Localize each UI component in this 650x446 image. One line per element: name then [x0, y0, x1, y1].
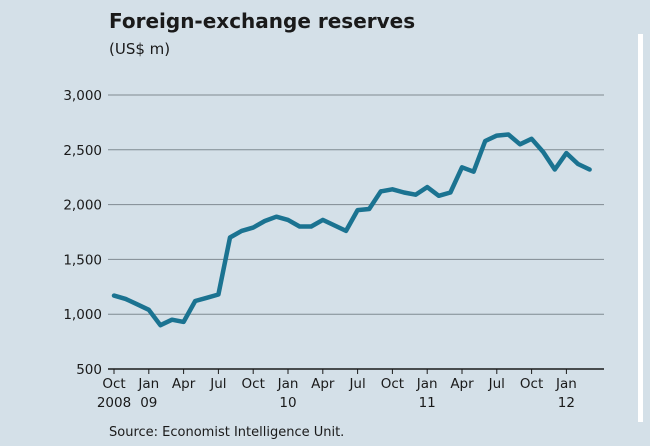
scrollbar-track: [638, 34, 643, 422]
y-tick-label: 3,000: [63, 88, 102, 104]
x-tick-label: Apr: [450, 376, 474, 392]
x-tick-label: Jan: [555, 376, 577, 392]
y-tick-label: 1,500: [63, 252, 102, 268]
chart-source: Source: Economist Intelligence Unit.: [109, 425, 345, 440]
x-tick-year-label: 09: [140, 395, 157, 411]
chart-title: Foreign-exchange reserves: [109, 9, 416, 33]
x-tick-year-label: 12: [558, 395, 575, 411]
x-tick-label: Jan: [416, 376, 438, 392]
chart-subtitle: (US$ m): [109, 40, 171, 58]
y-tick-label: 2,000: [63, 198, 102, 214]
y-tick-label: 500: [76, 362, 102, 378]
x-tick-label: Jul: [488, 376, 505, 392]
x-tick-label: Apr: [172, 376, 196, 392]
series-line-reserves: [111, 132, 592, 328]
x-tick-label: Jul: [348, 376, 365, 392]
x-tick-year-label: 11: [419, 395, 436, 411]
x-tick-label: Jul: [209, 376, 226, 392]
x-tick-label: Apr: [311, 376, 335, 392]
x-tick-label: Jan: [137, 376, 159, 392]
x-tick-label: Oct: [381, 376, 404, 392]
x-tick-year-label: 2008: [97, 395, 131, 411]
x-tick-label: Jan: [277, 376, 299, 392]
x-tick-label: Oct: [242, 376, 265, 392]
x-tick-year-label: 10: [279, 395, 296, 411]
x-tick-label: Oct: [520, 376, 543, 392]
y-tick-label: 1,000: [63, 307, 102, 323]
x-tick-label: Oct: [102, 376, 125, 392]
y-tick-label: 2,500: [63, 143, 102, 159]
